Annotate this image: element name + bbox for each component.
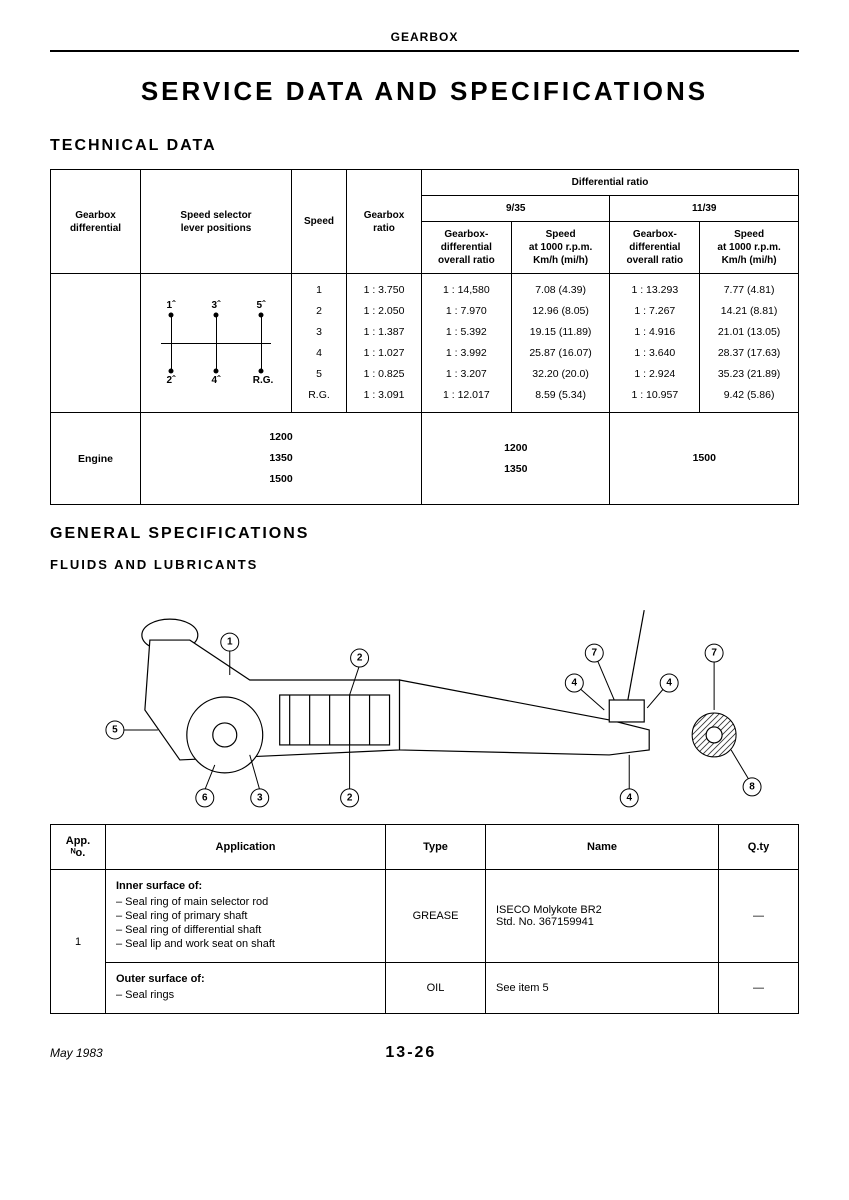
svg-text:4: 4 <box>666 678 672 689</box>
header-rule <box>50 50 799 52</box>
callout-3: 3 <box>250 755 269 807</box>
th-speed-b: Speed at 1000 r.p.m. Km/h (mi/h) <box>700 222 799 274</box>
svg-text:4: 4 <box>572 678 578 689</box>
callout-4a: 4 <box>565 674 604 710</box>
th-qty: Q.ty <box>719 825 799 870</box>
technical-data-heading: TECHNICAL DATA <box>50 137 799 155</box>
cell-qty-0: — <box>719 870 799 963</box>
cell-overall-a: 1 : 14,580 1 : 7.970 1 : 5.392 1 : 3.992… <box>422 274 512 413</box>
cell-blank-left <box>51 274 141 413</box>
shift-pattern-diagram: 1ˆ 3ˆ 5ˆ 2ˆ 4ˆ R.G. <box>151 303 281 383</box>
cell-engine-b: 1200 1350 <box>422 413 610 505</box>
cell-application-0: Inner surface of: – Seal ring of main se… <box>106 870 386 963</box>
page-footer: May 1983 13-26 <box>50 1044 799 1062</box>
cell-qty-1: — <box>719 963 799 1014</box>
th-application: Application <box>106 825 386 870</box>
table-row: Outer surface of: – Seal rings OIL See i… <box>51 963 799 1014</box>
cell-speeds: 1 2 3 4 5 R.G. <box>292 274 347 413</box>
cell-overall-b: 1 : 13.293 1 : 7.267 1 : 4.916 1 : 3.640… <box>610 274 700 413</box>
section-header: GEARBOX <box>50 30 799 44</box>
svg-text:7: 7 <box>711 648 717 659</box>
cell-speed-b: 7.77 (4.81) 14.21 (8.81) 21.01 (13.05) 2… <box>700 274 799 413</box>
svg-text:6: 6 <box>202 792 208 803</box>
callout-8: 8 <box>731 750 761 796</box>
page: GEARBOX SERVICE DATA AND SPECIFICATIONS … <box>0 0 849 1102</box>
cell-name-1: See item 5 <box>486 963 719 1014</box>
svg-text:8: 8 <box>749 781 755 792</box>
th-gearbox-ratio: Gearbox ratio <box>347 170 422 274</box>
th-app-no: App. ᴺo. <box>51 825 106 870</box>
page-title: SERVICE DATA AND SPECIFICATIONS <box>50 76 799 107</box>
technical-data-table: Gearbox differential Speed selector leve… <box>50 169 799 505</box>
cell-engine-label: Engine <box>51 413 141 505</box>
th-name: Name <box>486 825 719 870</box>
callout-7a: 7 <box>585 644 614 700</box>
svg-text:7: 7 <box>591 648 597 659</box>
svg-text:2: 2 <box>357 653 363 664</box>
callout-5: 5 <box>106 721 158 739</box>
cell-gearbox-ratio: 1 : 3.750 1 : 2.050 1 : 1.387 1 : 1.027 … <box>347 274 422 413</box>
svg-text:3: 3 <box>257 792 263 803</box>
th-diff-a: 9/35 <box>422 196 610 222</box>
th-type: Type <box>386 825 486 870</box>
th-speed-selector: Speed selector lever positions <box>141 170 292 274</box>
th-gearbox-diff: Gearbox differential <box>51 170 141 274</box>
callout-7b: 7 <box>705 644 723 710</box>
table-row: 1 Inner surface of: – Seal ring of main … <box>51 870 799 963</box>
th-speed-a: Speed at 1000 r.p.m. Km/h (mi/h) <box>511 222 610 274</box>
th-speed: Speed <box>292 170 347 274</box>
fluids-heading: FLUIDS AND LUBRICANTS <box>50 557 799 572</box>
th-diff-b: 11/39 <box>610 196 799 222</box>
th-overall-a: Gearbox- differential overall ratio <box>422 222 512 274</box>
gearbox-diagram: 1 2 2 3 4 <box>50 580 799 810</box>
svg-text:1: 1 <box>227 637 233 648</box>
callout-6: 6 <box>196 765 215 807</box>
svg-text:5: 5 <box>112 724 118 735</box>
cell-type-1: OIL <box>386 963 486 1014</box>
callout-4c: 4 <box>620 755 638 807</box>
page-number: 13-26 <box>385 1044 436 1062</box>
cell-engine-c: 1500 <box>610 413 799 505</box>
cell-type-0: GREASE <box>386 870 486 963</box>
svg-text:4: 4 <box>626 792 632 803</box>
th-overall-b: Gearbox- differential overall ratio <box>610 222 700 274</box>
cell-application-1: Outer surface of: – Seal rings <box>106 963 386 1014</box>
fluids-table: App. ᴺo. Application Type Name Q.ty 1 In… <box>50 824 799 1014</box>
cell-name-0: ISECO Molykote BR2 Std. No. 367159941 <box>486 870 719 963</box>
callout-2b: 2 <box>341 745 359 807</box>
cell-app-no: 1 <box>51 870 106 1014</box>
cell-shift-pattern: 1ˆ 3ˆ 5ˆ 2ˆ 4ˆ R.G. <box>141 274 292 413</box>
svg-text:2: 2 <box>347 792 353 803</box>
footer-date: May 1983 <box>50 1046 103 1060</box>
callout-4b: 4 <box>647 674 678 708</box>
cell-speed-a: 7.08 (4.39) 12.96 (8.05) 19.15 (11.89) 2… <box>511 274 610 413</box>
cell-engine-a: 1200 1350 1500 <box>141 413 422 505</box>
th-diff-ratio: Differential ratio <box>422 170 799 196</box>
general-spec-heading: GENERAL SPECIFICATIONS <box>50 525 799 543</box>
